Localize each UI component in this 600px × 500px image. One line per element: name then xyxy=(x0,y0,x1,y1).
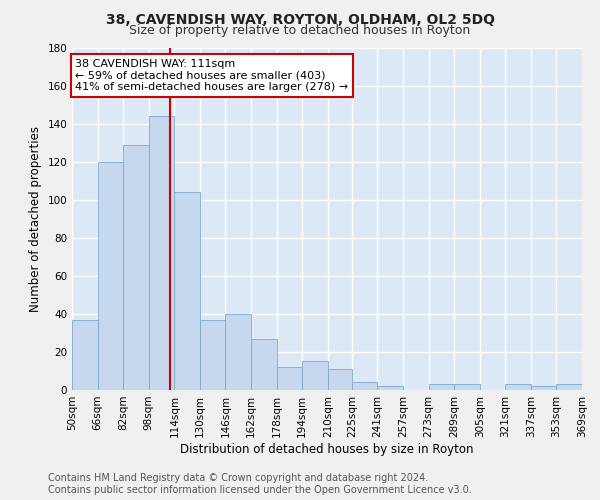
Bar xyxy=(352,382,377,390)
Bar xyxy=(428,384,454,390)
Text: 38, CAVENDISH WAY, ROYTON, OLDHAM, OL2 5DQ: 38, CAVENDISH WAY, ROYTON, OLDHAM, OL2 5… xyxy=(106,12,494,26)
Bar xyxy=(98,162,123,390)
Text: Contains HM Land Registry data © Crown copyright and database right 2024.
Contai: Contains HM Land Registry data © Crown c… xyxy=(48,474,472,495)
Bar xyxy=(175,192,200,390)
Y-axis label: Number of detached properties: Number of detached properties xyxy=(29,126,42,312)
Bar xyxy=(251,338,277,390)
Bar xyxy=(454,384,479,390)
Bar xyxy=(123,144,149,390)
Text: Size of property relative to detached houses in Royton: Size of property relative to detached ho… xyxy=(130,24,470,37)
Bar xyxy=(328,369,352,390)
Bar xyxy=(377,386,403,390)
Bar xyxy=(72,320,98,390)
Bar xyxy=(505,384,531,390)
Bar xyxy=(200,320,226,390)
Text: 38 CAVENDISH WAY: 111sqm
← 59% of detached houses are smaller (403)
41% of semi-: 38 CAVENDISH WAY: 111sqm ← 59% of detach… xyxy=(75,59,349,92)
Bar xyxy=(531,386,556,390)
Bar xyxy=(556,384,582,390)
X-axis label: Distribution of detached houses by size in Royton: Distribution of detached houses by size … xyxy=(180,442,474,456)
Bar xyxy=(302,362,328,390)
Bar xyxy=(149,116,175,390)
Bar xyxy=(226,314,251,390)
Bar xyxy=(277,367,302,390)
